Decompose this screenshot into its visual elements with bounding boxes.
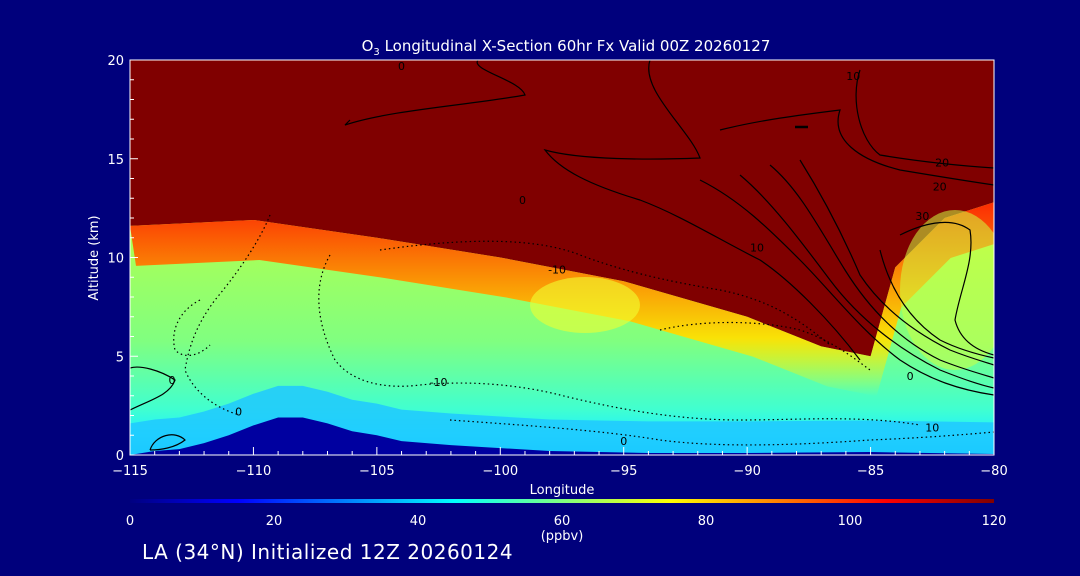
contour-line bbox=[149, 434, 186, 451]
contour-line bbox=[379, 240, 831, 346]
contour-line bbox=[879, 249, 994, 359]
ozone-maximum-yellow bbox=[530, 277, 640, 333]
colorbar-unit: (ppbv) bbox=[541, 529, 584, 544]
contour-labels: 0 0 0 -10 -10 0 10 20 20 30 0 10 0 10 bbox=[168, 60, 949, 448]
contour-line bbox=[659, 321, 871, 371]
y-tick-label: 10 bbox=[107, 252, 124, 267]
contour-label: 10 bbox=[846, 70, 860, 83]
contour-line bbox=[173, 299, 211, 357]
contour-label: 0 bbox=[398, 60, 405, 73]
footer-initialization-text: LA (34°N) Initialized 12Z 20260124 bbox=[142, 540, 514, 564]
chart-title-main: O bbox=[362, 37, 374, 55]
x-axis-label: Longitude bbox=[530, 483, 595, 498]
colorbar-tick-label: 40 bbox=[410, 514, 427, 529]
plot-area: 0 0 0 -10 -10 0 10 20 20 30 0 10 0 10 bbox=[130, 60, 994, 455]
y-tick-label: 15 bbox=[107, 153, 124, 168]
contour-label: 10 bbox=[750, 242, 764, 255]
x-tick-label: −85 bbox=[857, 464, 884, 479]
colorbar-tick-label: 60 bbox=[554, 514, 571, 529]
y-axis: 0 5 10 15 20 bbox=[107, 54, 138, 464]
contour-line bbox=[543, 60, 861, 361]
x-axis: −115 −110 −105 −100 −95 −90 −85 −80 bbox=[112, 447, 1008, 479]
y-tick-label: 5 bbox=[116, 350, 124, 365]
x-tick-label: −95 bbox=[610, 464, 637, 479]
contour-lines bbox=[130, 60, 994, 451]
contour-line bbox=[739, 174, 994, 389]
contour-line bbox=[899, 221, 994, 356]
contour-line bbox=[130, 366, 176, 411]
colorbar-tick-label: 0 bbox=[126, 514, 134, 529]
contour-line bbox=[799, 159, 994, 366]
contour-label: 0 bbox=[168, 374, 175, 387]
contour-label: 20 bbox=[935, 157, 949, 170]
x-tick-label: −90 bbox=[733, 464, 760, 479]
contour-label: 0 bbox=[235, 406, 242, 419]
contour-label: 0 bbox=[907, 370, 914, 383]
contour-label: -10 bbox=[548, 263, 566, 276]
contour-line bbox=[855, 69, 994, 169]
contour-label: 30 bbox=[915, 210, 929, 223]
x-tick-label: −80 bbox=[980, 464, 1007, 479]
x-tick-label: −100 bbox=[482, 464, 518, 479]
x-tick-label: −105 bbox=[359, 464, 395, 479]
contour-label: -10 bbox=[430, 376, 448, 389]
contour-label: 10 bbox=[925, 421, 939, 434]
chart-title: O3 Longitudinal X-Section 60hr Fx Valid … bbox=[362, 37, 771, 58]
x-tick-label: −115 bbox=[112, 464, 148, 479]
colorbar-ticks: 0 20 40 60 80 100 120 bbox=[126, 514, 1007, 529]
chart-title-subscript: 3 bbox=[373, 47, 379, 58]
dotted-contour-lines bbox=[173, 214, 994, 446]
contour-label: 20 bbox=[933, 180, 947, 193]
contour-label: 0 bbox=[519, 194, 526, 207]
chart-title-rest: Longitudinal X-Section 60hr Fx Valid 00Z… bbox=[380, 37, 771, 55]
contour-line bbox=[719, 109, 994, 186]
contour-line bbox=[318, 254, 921, 426]
terrain bbox=[130, 417, 994, 455]
y-tick-label: 20 bbox=[107, 54, 124, 69]
colorbar-tick-label: 120 bbox=[982, 514, 1007, 529]
contour-line bbox=[344, 60, 526, 126]
contour-line bbox=[769, 164, 994, 379]
x-tick-label: −110 bbox=[236, 464, 272, 479]
colorbar-tick-label: 20 bbox=[266, 514, 283, 529]
contour-label: 0 bbox=[620, 435, 627, 448]
contour-line bbox=[699, 179, 994, 396]
y-axis-label: Altitude (km) bbox=[87, 215, 102, 300]
colorbar-tick-label: 80 bbox=[698, 514, 715, 529]
colorbar bbox=[130, 499, 994, 503]
colorbar-tick-label: 100 bbox=[838, 514, 863, 529]
y-tick-label: 0 bbox=[116, 449, 124, 464]
